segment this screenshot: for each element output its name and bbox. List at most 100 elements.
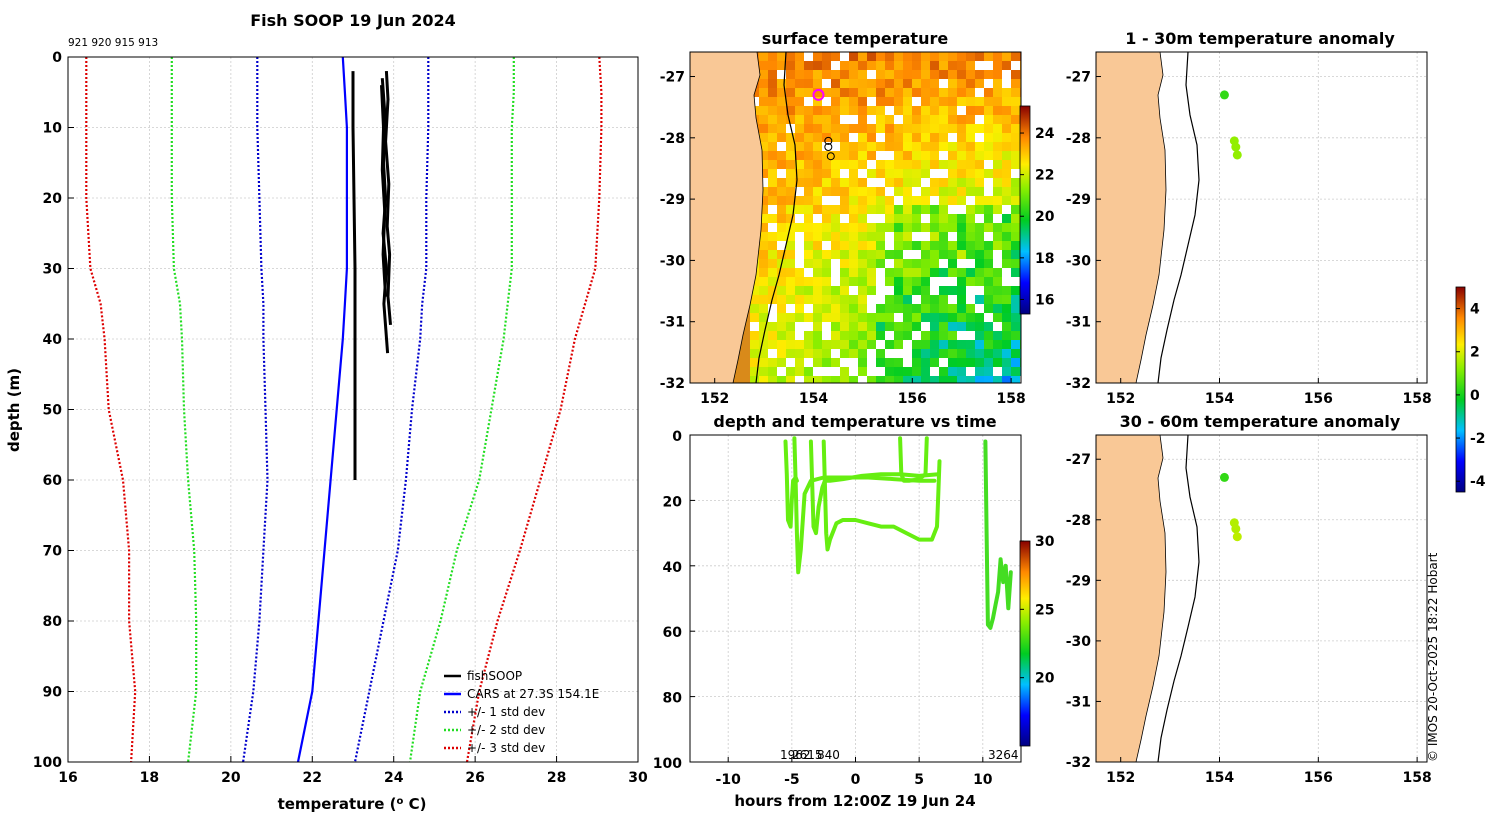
surface-sst-cell [849,79,858,88]
surface-sst-cell [867,196,876,205]
surface-sst-cell [768,88,777,97]
surface-sst-cell [1011,52,1020,61]
anomaly-deep-points [1219,472,1242,542]
anomaly-deep-contour [1157,434,1200,763]
surface-sst-cell [876,52,885,61]
anomaly-shallow-point [1232,150,1242,160]
surface-sst-cell [966,349,975,358]
surface-sst-cell [876,259,885,268]
surface-sst-cell [975,232,984,241]
surface-sst-cell [903,79,912,88]
surface-sst-cell [894,232,903,241]
surface-sst-cell [975,160,984,169]
surface-sst-cell [795,277,804,286]
surface-sst-cell [831,277,840,286]
surface-sst-cell [795,232,804,241]
surface-sst-cell [822,97,831,106]
legend-label-cars: CARS at 27.3S 154.1E [467,687,599,701]
profile-xtick-label: 24 [384,770,404,786]
surface-sst-cell [786,250,795,259]
surface-sst-cell [786,232,795,241]
surface-sst-cell [849,223,858,232]
surface-sst-cell [957,151,966,160]
surface-sst-cell [1002,331,1011,340]
surface-sst-cell [876,79,885,88]
profile-panel: Fish SOOP 19 Jun 2024 921 920 915 913 16… [5,11,648,813]
surface-sst-cell [876,268,885,277]
profile-ylabel: depth (m) [5,368,23,452]
surface-sst-cell [894,340,903,349]
surface-sst-cell [885,232,894,241]
surface-sst-cell [768,349,777,358]
surface-sst-cell [840,133,849,142]
surface-sst-cell [822,340,831,349]
surface-sst-cell [813,187,822,196]
surface-sst-cell [930,322,939,331]
surface-sst-cell [930,223,939,232]
surface-sst-cell [966,178,975,187]
surface-sst-cell [759,115,768,124]
surface-sst-cell [948,88,957,97]
surface-sst-cell [948,223,957,232]
surface-sst-cell [975,124,984,133]
surface-sst-cell [885,97,894,106]
surface-sst-cell [759,61,768,70]
surface-sst-cell [822,232,831,241]
surface-sst-cell [993,313,1002,322]
surface-sst-cell [849,349,858,358]
profile-ytick-label: 70 [43,544,63,560]
surface-sst-cell [858,331,867,340]
surface-sst-cell [957,124,966,133]
surface-sst-cell [984,205,993,214]
surface-sst-cell [939,277,948,286]
surface-sst-cell [867,106,876,115]
surface-sst-cell [777,178,786,187]
surface-sst-cell [984,340,993,349]
surface-sst-cell [876,214,885,223]
surface-sst-cell [876,313,885,322]
surface-sst-cell [1002,268,1011,277]
surface-sst-cell [795,151,804,160]
surface-sst-cell [993,124,1002,133]
surface-sst-cell [1011,205,1020,214]
surface-sst-cell [813,205,822,214]
surface-sst-cell [975,349,984,358]
surface-sst-cell [840,367,849,376]
surface-sst-cell [975,205,984,214]
surface-sst-cell [912,367,921,376]
surface-sst-cell [885,160,894,169]
surface-sst-cell [876,340,885,349]
surface-sst-cell [759,187,768,196]
anomaly-deep-ytick-label: -31 [1066,694,1091,710]
surface-ytick-label: -29 [660,192,685,208]
surface-sst-cell [822,250,831,259]
surface-sst-cell [939,178,948,187]
surface-sst-cell [966,268,975,277]
profile-xtick-label: 30 [628,770,648,786]
surface-sst-cell [777,295,786,304]
surface-sst-cell [894,97,903,106]
surface-sst-cell [840,160,849,169]
surface-sst-cell [876,322,885,331]
surface-sst-cell [795,376,804,383]
surface-sst-cell [975,304,984,313]
surface-sst-cell [948,79,957,88]
surface-sst-cell [876,223,885,232]
surface-sst-cell [759,340,768,349]
surface-sst-cell [903,106,912,115]
surface-sst-cell [849,259,858,268]
surface-sst-cell [966,232,975,241]
surface-sst-cell [921,88,930,97]
surface-sst-cell [831,295,840,304]
surface-sst-cell [984,61,993,70]
surface-sst-cell [957,259,966,268]
surface-sst-cell [831,268,840,277]
surface-sst-cell [858,358,867,367]
surface-sst-cell [930,250,939,259]
surface-sst-cell [822,259,831,268]
surface-sst-cell [858,295,867,304]
surface-sst-cell [975,340,984,349]
surface-sst-cell [813,124,822,133]
surface-sst-cell [885,241,894,250]
